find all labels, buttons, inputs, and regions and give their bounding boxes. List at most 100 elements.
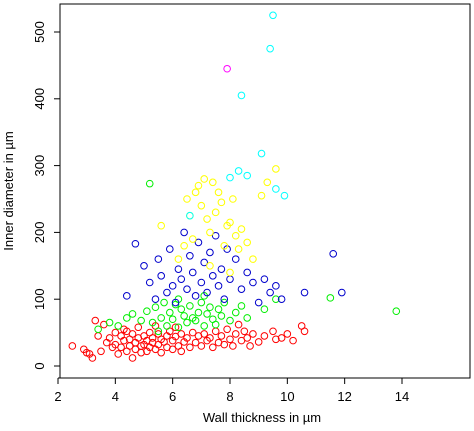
data-point [131,239,140,248]
data-point [186,251,194,260]
y-axis: 0 100 200 300 400 500 [32,21,61,370]
data-point [114,322,122,330]
data-point [174,255,183,263]
data-point [257,149,266,158]
plot-frame [59,3,471,379]
data-point [231,231,240,240]
data-point [277,295,286,304]
data-point [151,295,160,304]
data-point [120,325,128,334]
data-point [243,238,251,247]
data-point [163,322,171,330]
data-point [183,334,191,342]
data-point [240,327,249,336]
data-point [197,298,206,307]
data-point [226,218,234,227]
data-point [211,327,220,336]
data-point [168,282,177,290]
data-point [200,330,208,338]
data-point [280,191,289,200]
data-point [168,345,177,354]
data-point [143,307,151,316]
data-point [269,327,277,336]
data-point [171,298,180,307]
data-point [217,312,226,320]
data-point [140,262,148,270]
data-point [272,282,280,290]
data-point [257,191,266,200]
data-point [191,316,200,325]
data-point [183,195,191,203]
data-point [157,272,165,280]
data-point [157,314,165,322]
data-point [188,268,197,277]
data-point [117,343,125,352]
data-point [206,303,214,312]
data-point [157,221,165,230]
data-point [157,348,165,357]
data-point [229,195,237,203]
data-point [237,225,246,233]
data-point [154,255,163,263]
data-point [226,335,234,344]
data-point [174,323,183,332]
data-point [272,335,280,344]
x-tick-label: 6 [169,389,176,404]
data-point [231,330,240,338]
data-point [234,320,243,329]
y-tick-label: 300 [32,155,47,177]
data-point [191,188,200,197]
data-point [217,332,226,340]
data-point [243,314,251,322]
data-point [211,231,220,240]
data-point [220,340,229,349]
data-point [197,342,206,350]
data-point [206,262,214,270]
data-point [137,348,145,357]
data-point [226,268,234,277]
data-point [234,245,243,253]
data-point [260,332,269,340]
data-point [145,278,154,287]
data-point [88,354,97,362]
data-point [392,307,401,316]
data-point [94,332,102,340]
data-point [125,342,134,350]
data-point [220,295,229,304]
data-point [231,308,240,317]
data-point [197,201,206,210]
x-tick-label: 4 [112,389,119,404]
data-point [214,188,223,197]
data-point [191,338,200,347]
data-point [260,305,269,314]
data-point [329,249,338,258]
data-point [243,334,251,342]
data-point [226,316,234,325]
data-point [68,342,77,350]
data-point [272,295,280,304]
data-point [111,328,120,337]
data-point [166,308,174,317]
data-point [180,228,188,237]
data-point [180,241,188,250]
data-point [171,323,180,332]
data-point [168,315,177,324]
data-point [237,285,246,293]
data-point [223,64,231,73]
data-point [211,208,220,217]
data-point [300,327,309,336]
data-point [220,241,229,250]
data-point [177,275,186,283]
data-point [131,345,140,354]
data-point [243,268,251,277]
y-tick-label: 0 [32,362,47,369]
data-point [254,338,263,346]
data-point [97,347,105,356]
data-point [203,215,211,223]
data-point [145,179,154,188]
data-point [217,198,226,207]
data-point [183,285,191,293]
data-point [183,318,191,327]
x-tick-label: 14 [395,389,409,404]
